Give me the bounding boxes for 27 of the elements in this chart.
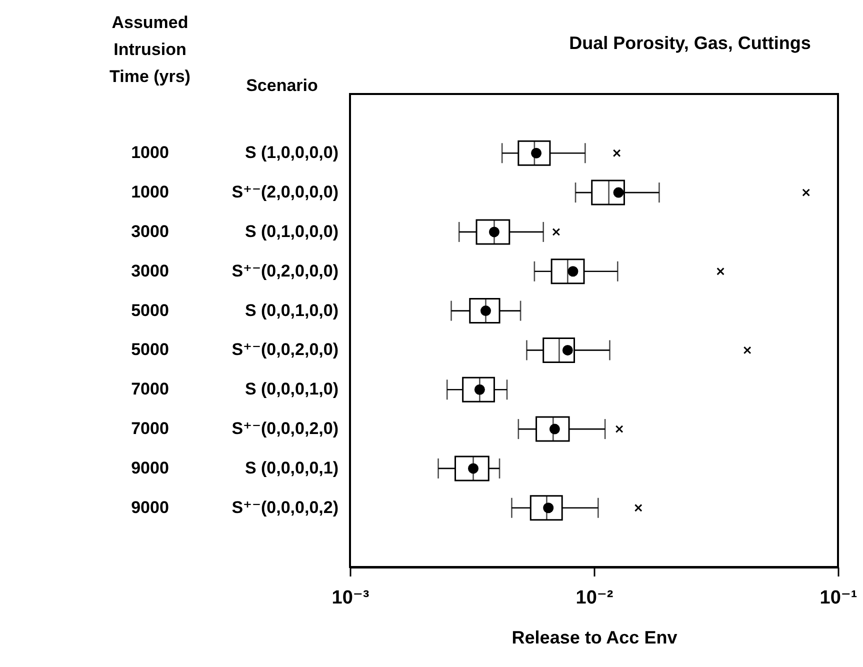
- x-tick-label: 10⁻³: [332, 588, 370, 608]
- y2-tick-label: 1000: [131, 143, 169, 162]
- y-tick-label: S⁺⁻(0,0,0,0,2): [232, 498, 338, 517]
- y-tick-label: S (0,1,0,0,0): [244, 222, 338, 241]
- y2-tick-label: 7000: [131, 419, 169, 438]
- y-tick-label: S⁺⁻(0,0,2,0,0): [232, 340, 338, 360]
- chart-title: Dual Porosity, Gas, Cuttings: [569, 33, 811, 53]
- y2-tick-label: 9000: [131, 458, 169, 478]
- y-tick-label: S⁺⁻(0,2,0,0,0): [232, 261, 338, 280]
- x-axis-title: Release to Acc Env: [512, 628, 678, 648]
- y-axis-title: Scenario: [246, 76, 318, 95]
- y2-tick-label: 3000: [131, 261, 169, 280]
- y2-tick-label: 7000: [131, 380, 169, 399]
- y2-axis-title: Assumed Intrusion Time (yrs): [110, 13, 190, 86]
- y-tick-label: S (0,0,0,0,1): [244, 458, 338, 478]
- x-tick-label: 10⁻¹: [820, 588, 858, 608]
- y2-tick-label: 1000: [131, 182, 169, 202]
- y-tick-label: S⁺⁻(2,0,0,0,0): [232, 182, 338, 202]
- y2-tick-label: 5000: [131, 340, 169, 360]
- y-tick-label: S (0,0,0,1,0): [244, 380, 338, 399]
- y2-tick-label: 9000: [131, 498, 169, 517]
- y-tick-label: S (1,0,0,0,0): [244, 143, 338, 162]
- x-tick-label: 10⁻²: [576, 588, 614, 608]
- y2-tick-label: 3000: [131, 222, 169, 241]
- y2-tick-label: 5000: [131, 300, 169, 320]
- y-tick-label: S (0,0,1,0,0): [244, 300, 338, 320]
- y-tick-label: S⁺⁻(0,0,0,2,0): [232, 419, 338, 438]
